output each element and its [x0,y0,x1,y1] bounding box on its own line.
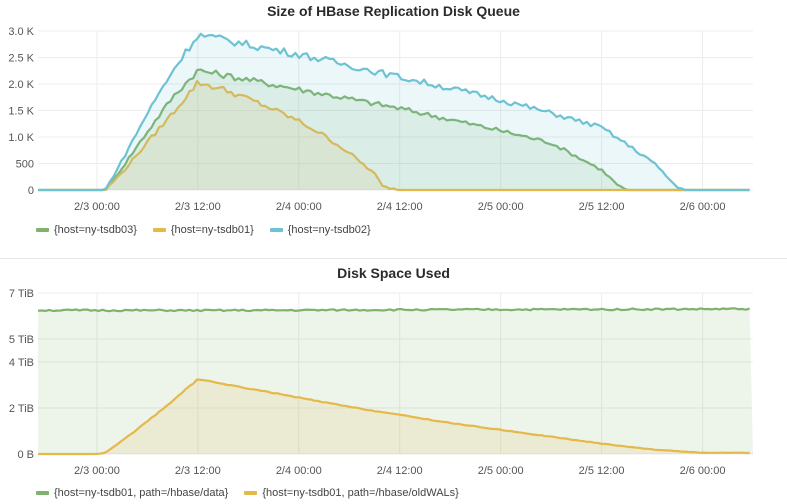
x-tick-label: 2/3 00:00 [74,465,120,477]
replication-queue-panel: Size of HBase Replication Disk Queue 0 50… [0,0,787,248]
series-line[interactable] [38,80,750,192]
legend-label: {host=ny-tsdb01, path=/hbase/data} [54,487,229,499]
y-tick-label: 2 TiB [9,403,34,415]
x-tick-label: 2/4 12:00 [377,465,423,477]
series-line[interactable] [38,32,750,192]
legend-label: {host=ny-tsdb01} [170,224,254,236]
panel-title: Disk Space Used [337,265,450,281]
legend-label: {host=ny-tsdb01, path=/hbase/oldWALs} [262,487,459,499]
y-tick-label: 1.0 K [8,132,34,144]
x-tick-label: 2/4 00:00 [276,465,322,477]
y-tick-label: 500 [16,159,34,171]
x-tick-label: 2/3 00:00 [74,201,120,213]
series-area [38,379,753,454]
legend-item-tsdb03[interactable]: {host=ny-tsdb03} [36,224,137,236]
panel-title: Size of HBase Replication Disk Queue [267,3,520,19]
x-tick-label: 2/6 00:00 [680,201,726,213]
legend-swatch [244,491,258,495]
grid [38,292,753,455]
y-tick-label: 1.5 K [8,106,34,118]
y-tick-label: 2.0 K [8,79,34,91]
legend-swatch [152,228,166,232]
legend-item-tsdb01[interactable]: {host=ny-tsdb01} [152,224,254,236]
series-area [38,69,753,190]
x-tick-label: 2/5 00:00 [478,201,524,213]
legend-item-tsdb02[interactable]: {host=ny-tsdb02} [269,224,371,236]
series-area [38,308,753,454]
x-tick-label: 2/3 12:00 [175,201,221,213]
series-line[interactable] [38,378,750,456]
legend-label: {host=ny-tsdb03} [54,224,137,236]
series-line[interactable] [37,307,750,313]
series-area [38,81,753,190]
legend: {host=ny-tsdb01, path=/hbase/data} {host… [36,487,459,499]
y-tick-label: 3.0 K [8,26,34,38]
y-tick-label: 0 B [17,449,34,461]
disk-space-chart[interactable]: 0 B 2 TiB 4 TiB 5 TiB 7 TiB 2/3 00:00 2/3 12:0… [0,259,787,481]
disk-space-panel: Disk Space Used 0 B 2 TiB 4 TiB 5 TiB 7 TiB 2… [0,258,787,504]
x-tick-label: 2/5 00:00 [478,465,524,477]
legend-swatch [36,228,49,232]
legend-swatch [269,228,283,232]
legend-item-hbase-oldwals[interactable]: {host=ny-tsdb01, path=/hbase/oldWALs} [244,487,459,499]
replication-queue-chart[interactable]: 0 500 1.0 K 1.5 K 2.0 K 2.5 K 3.0 K 2/3 00:00 2/… [0,0,787,220]
x-tick-label: 2/5 12:00 [579,465,625,477]
x-tick-label: 2/4 00:00 [276,201,322,213]
y-tick-label: 4 TiB [9,357,34,369]
y-tick-label: 0 [28,185,34,197]
series-area [38,33,753,190]
legend-item-hbase-data[interactable]: {host=ny-tsdb01, path=/hbase/data} [36,487,228,499]
y-tick-label: 7 TiB [9,288,34,300]
legend-label: {host=ny-tsdb02} [287,224,371,236]
y-tick-label: 2.5 K [8,53,34,65]
x-tick-label: 2/5 12:00 [579,201,625,213]
x-tick-label: 2/6 00:00 [680,465,726,477]
legend: {host=ny-tsdb03} {host=ny-tsdb01} {host=… [36,224,371,236]
y-tick-label: 5 TiB [9,334,34,346]
x-tick-label: 2/3 12:00 [175,465,221,477]
x-tick-label: 2/4 12:00 [377,201,423,213]
legend-swatch [36,491,49,495]
